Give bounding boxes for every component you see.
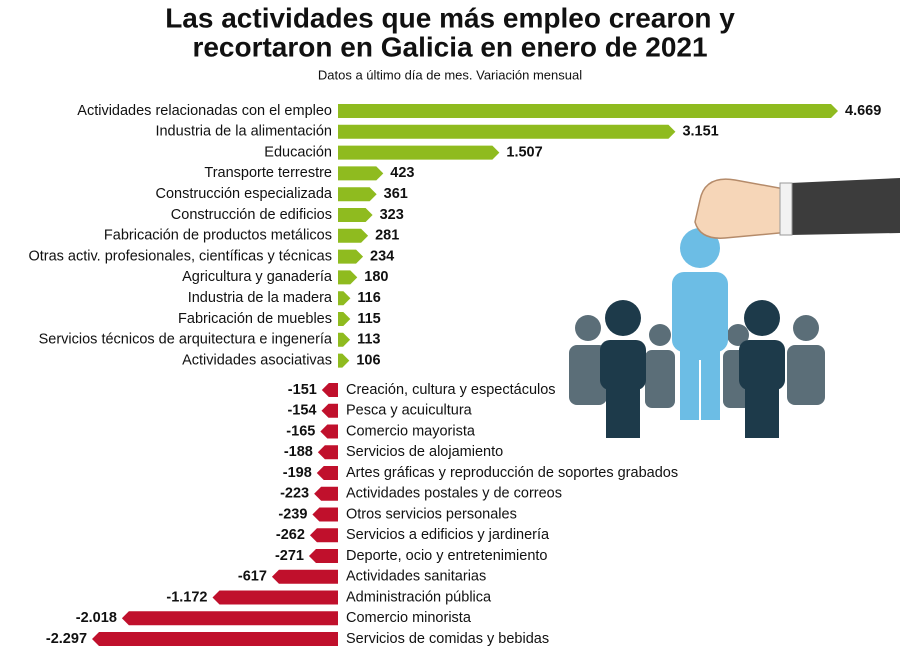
value-label: 113 (357, 332, 380, 348)
value-label: 1.507 (506, 144, 542, 160)
category-label: Artes gráficas y reproducción de soporte… (346, 465, 678, 481)
value-label: -151 (288, 382, 317, 398)
bar (92, 632, 339, 646)
bar (308, 549, 338, 563)
value-label: 423 (390, 165, 414, 181)
illustration (569, 178, 900, 438)
bar (338, 270, 358, 285)
value-label: -223 (280, 486, 309, 502)
value-label: 234 (370, 248, 394, 264)
category-label: Fabricación de productos metálicos (104, 228, 332, 244)
bar (314, 486, 338, 501)
category-label: Deporte, ocio y entretenimiento (346, 548, 548, 564)
category-label: Construcción de edificios (171, 207, 332, 223)
value-label: 281 (375, 228, 399, 244)
bar (338, 124, 676, 139)
category-label: Otras activ. profesionales, científicas … (28, 248, 332, 264)
bar (271, 569, 338, 584)
bar (338, 291, 351, 306)
bar (338, 249, 364, 264)
category-label: Transporte terrestre (204, 165, 332, 181)
category-label: Comercio mayorista (346, 423, 476, 439)
value-label: -165 (286, 423, 315, 439)
bar (338, 166, 384, 181)
category-label: Actividades asociativas (182, 352, 332, 368)
category-label: Creación, cultura y espectáculos (346, 382, 556, 398)
bar (320, 424, 338, 439)
value-label: 361 (384, 186, 408, 202)
bar (309, 528, 338, 543)
bar (338, 228, 369, 243)
bar (338, 104, 838, 118)
value-label: 115 (357, 311, 380, 327)
category-label: Otros servicios personales (346, 506, 517, 522)
category-label: Actividades sanitarias (346, 569, 486, 585)
value-label: -2.297 (46, 631, 87, 647)
value-label: 116 (357, 290, 380, 306)
bar (317, 445, 338, 460)
category-label: Agricultura y ganadería (182, 269, 333, 285)
value-label: -1.172 (166, 589, 207, 605)
value-label: 106 (356, 352, 380, 368)
category-label: Servicios a edificios y jardinería (346, 527, 550, 543)
chart-subtitle: Datos a último día de mes. Variación men… (318, 67, 582, 82)
chart-title: Las actividades que más empleo crearon y (165, 2, 735, 33)
value-label: -271 (275, 548, 304, 564)
category-label: Industria de la alimentación (155, 124, 332, 140)
category-label: Actividades postales y de correos (346, 486, 562, 502)
category-label: Servicios de alojamiento (346, 444, 503, 460)
category-label: Construcción especializada (155, 186, 332, 202)
category-label: Fabricación de muebles (178, 311, 332, 327)
category-label: Actividades relacionadas con el empleo (77, 103, 332, 119)
value-label: -154 (287, 403, 316, 419)
value-label: -239 (278, 506, 307, 522)
category-label: Administración pública (346, 589, 492, 605)
value-label: 3.151 (682, 124, 718, 140)
bar (338, 312, 351, 326)
bar (321, 403, 338, 418)
value-label: -262 (276, 527, 305, 543)
bar (312, 507, 338, 522)
bar (321, 383, 338, 397)
category-label: Pesca y acuicultura (346, 403, 473, 419)
value-label: 4.669 (845, 103, 881, 119)
value-label: -188 (284, 444, 313, 460)
value-label: -198 (283, 465, 312, 481)
value-label: 323 (380, 207, 404, 223)
bar (212, 590, 338, 605)
chart-title: recortaron en Galicia en enero de 2021 (192, 31, 707, 62)
value-label: -2.018 (76, 610, 117, 626)
bar (338, 208, 373, 222)
bar (121, 611, 338, 626)
value-label: 180 (364, 269, 388, 285)
bar (338, 353, 350, 368)
category-label: Servicios de comidas y bebidas (346, 631, 549, 647)
bar (338, 145, 500, 160)
category-label: Comercio minorista (346, 610, 472, 626)
bar (338, 332, 351, 347)
category-label: Servicios técnicos de arquitectura e ing… (39, 332, 333, 348)
value-label: -617 (238, 569, 267, 585)
bar (316, 466, 338, 480)
category-label: Industria de la madera (188, 290, 333, 306)
bar (338, 187, 377, 202)
category-label: Educación (264, 144, 332, 160)
